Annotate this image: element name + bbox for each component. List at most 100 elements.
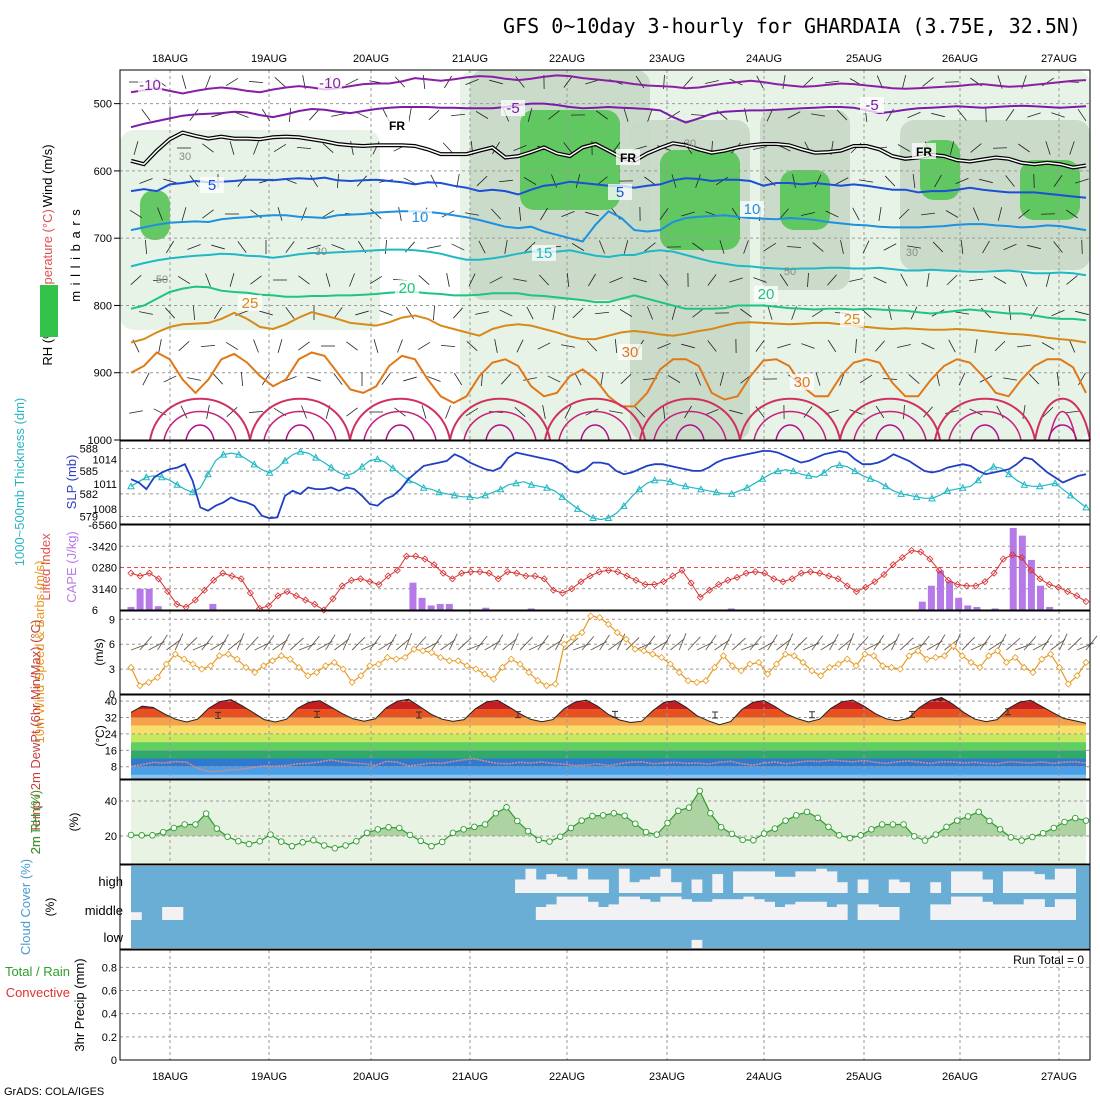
cape-bar-22 — [1018, 535, 1026, 610]
wind-barb — [921, 342, 935, 350]
lifted-index-ylabel-text: Lifted Index — [38, 533, 53, 601]
wind-barb — [200, 344, 216, 348]
wind10m-point-7 — [189, 660, 197, 668]
lifted-index-point-11 — [228, 572, 236, 580]
rh2m-point-88 — [1072, 814, 1079, 822]
cloud-cell-high-10 — [629, 882, 641, 893]
thickness-point-102 — [912, 492, 921, 500]
rh2m-point-82 — [1007, 834, 1015, 841]
wind-barb — [755, 406, 765, 418]
date-label-bottom-2: 20AUG — [353, 1071, 389, 1083]
wind10m-point-35 — [436, 653, 445, 662]
wind-barb — [715, 176, 729, 186]
wind10m-barb-94 — [961, 636, 976, 651]
wind-barb — [379, 310, 393, 316]
cloud-cell-high-31 — [930, 882, 942, 893]
lifted-index-point-57 — [650, 580, 658, 589]
cape-bar-24 — [1037, 585, 1045, 610]
wind-barb — [442, 142, 454, 154]
cloud-cell-low-0 — [691, 939, 703, 948]
cloud-cell-middle-0 — [131, 912, 142, 920]
cape-bar-2 — [145, 588, 153, 610]
wind-barb — [898, 208, 910, 220]
wind10m-barb-82 — [855, 636, 869, 651]
wind-barb — [445, 405, 451, 419]
wind10m-barb-0 — [130, 643, 149, 651]
wind10m-barb-1 — [139, 636, 152, 651]
lifted-index-point-49 — [577, 578, 585, 586]
rh2m-point-28 — [428, 842, 435, 850]
wind10m-point-29 — [383, 653, 392, 662]
wind10m-point-100 — [1011, 653, 1019, 662]
thickness-point-12 — [219, 450, 228, 458]
temp-minmax-marker-8 — [1005, 708, 1011, 716]
wind-barb — [801, 212, 815, 216]
cloud-cell-middle-19 — [701, 901, 713, 920]
wind10m-point-65 — [702, 677, 710, 685]
rh2m-tick-label-1: 40 — [105, 796, 117, 808]
lifted-index-point-54 — [623, 572, 631, 580]
wind-barb — [1042, 406, 1054, 418]
wind-barb — [681, 211, 695, 217]
wind-barb — [1045, 273, 1051, 287]
wind-barb — [369, 275, 383, 285]
wind10m-point-58 — [640, 647, 648, 655]
cloud-cell-middle-18 — [691, 901, 703, 920]
wind-barb — [331, 244, 345, 250]
thickness-point-110 — [974, 476, 983, 484]
wind10m-point-51 — [578, 629, 586, 637]
wind-barb — [129, 410, 143, 414]
wind10m-point-38 — [463, 662, 471, 670]
wind-barb — [827, 274, 837, 286]
wind-barb — [141, 109, 151, 121]
isotherm-40-arch-1 — [263, 410, 337, 441]
isotherm-label--5-1: -5 — [865, 97, 878, 114]
wind10m-point-75 — [790, 652, 798, 660]
cape-bar-25 — [1046, 606, 1054, 610]
rh2m-point-36 — [514, 817, 521, 825]
wind-barb — [229, 141, 235, 155]
lifted-index-point-15 — [265, 602, 273, 610]
lifted-index-point-83 — [889, 561, 897, 569]
lifted-index-point-72 — [788, 575, 796, 583]
wind10m-barb-62 — [678, 633, 687, 651]
rh2m-point-11 — [245, 840, 253, 848]
cloud-cell-middle-34 — [868, 904, 879, 920]
thickness-point-74 — [697, 485, 705, 493]
cloud-cell-high-9 — [618, 868, 630, 893]
wind-barb — [277, 207, 283, 221]
rh2m-point-39 — [546, 838, 553, 845]
wind10m-point-92 — [940, 652, 949, 660]
isotherm-label-25-0: 25 — [242, 295, 259, 312]
wind-barb — [647, 306, 653, 320]
wind10m-barb-13 — [245, 636, 259, 651]
cloud-cell-middle-35 — [878, 907, 890, 920]
cloud-cell-middle-2 — [172, 907, 184, 920]
cloud-cell-middle-30 — [816, 901, 827, 920]
wind-barb — [912, 174, 916, 188]
cloud-cell-middle-14 — [650, 901, 661, 920]
rh2m-point-2 — [149, 832, 156, 839]
wind-barb — [767, 306, 773, 320]
wind10m-point-46 — [534, 677, 542, 685]
wind-barb — [384, 239, 388, 255]
rh2m-point-89 — [1082, 817, 1090, 824]
thickness-point-10 — [204, 470, 212, 478]
wind-barb — [418, 275, 430, 285]
lifted-index-ylabel: Lifted Index — [38, 533, 53, 601]
wind10m-barb-31 — [404, 633, 412, 651]
wind10m-barb-67 — [723, 633, 733, 651]
wind10m-barb-105 — [1059, 633, 1068, 651]
thickness-point-96 — [866, 474, 875, 482]
wind10m-point-89 — [914, 647, 922, 655]
wind-barb — [801, 343, 815, 349]
temp-minmax-marker-6 — [809, 711, 815, 719]
wind10m-point-33 — [419, 647, 427, 655]
rh2m-point-67 — [846, 834, 854, 842]
wind-barb — [729, 277, 743, 283]
wind10m-point-66 — [711, 663, 719, 672]
cape-tick-label-3: 560 — [99, 520, 117, 532]
cloud-cell-high-30 — [899, 882, 910, 893]
lifted-index-point-37 — [467, 568, 475, 576]
date-label-bottom-8: 26AUG — [942, 1071, 978, 1083]
